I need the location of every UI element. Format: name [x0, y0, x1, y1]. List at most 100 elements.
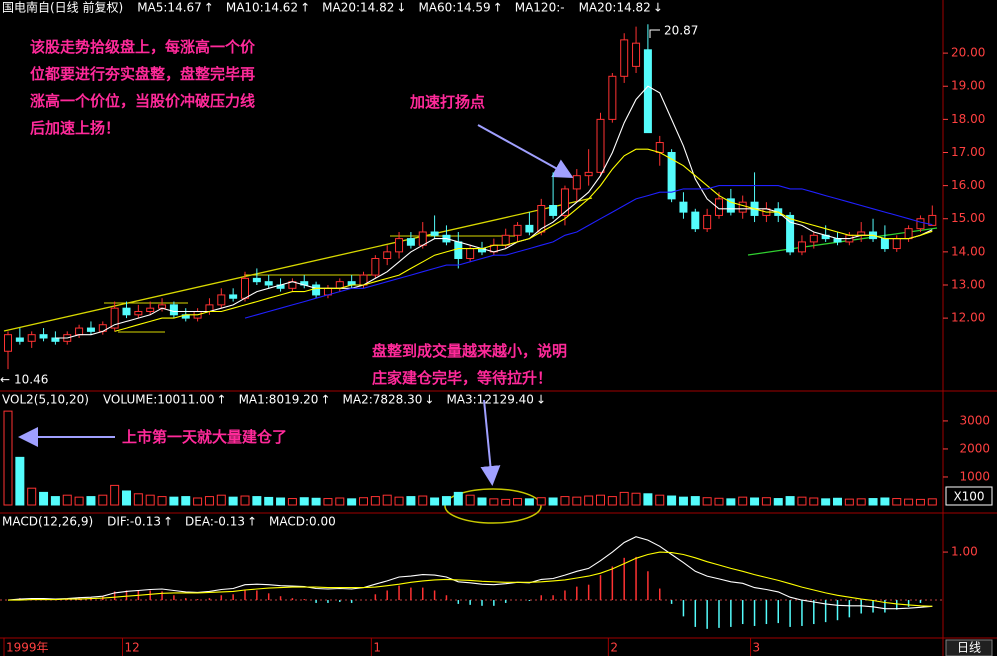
candle-body: [786, 214, 795, 253]
volume-bar: [584, 495, 594, 506]
candle-body: [584, 171, 593, 177]
period-label[interactable]: 日线: [957, 641, 981, 655]
candle-body: [620, 39, 629, 77]
candle-body: [134, 310, 143, 316]
volume-bar: [86, 496, 96, 506]
volume-bar: [465, 494, 475, 506]
y-tick-label: 16.00: [951, 178, 985, 192]
candle-body: [525, 224, 534, 233]
volume-bar: [785, 496, 795, 506]
volume-bar: [453, 491, 463, 506]
volume-bar: [501, 498, 511, 506]
volume-bar: [394, 496, 404, 506]
candle-body: [501, 234, 510, 246]
volume-bar: [797, 496, 807, 506]
y-tick-label: 20.00: [951, 46, 985, 60]
volume-bar: [477, 497, 487, 506]
candle-body: [738, 201, 747, 213]
candle-body: [4, 334, 12, 352]
y-tick-label: 2000: [959, 441, 990, 455]
x-tick-label: 1: [373, 641, 381, 655]
volume-bar: [548, 497, 558, 506]
legend-item: MA20:14.82: [579, 1, 651, 15]
candle-body: [703, 214, 712, 230]
volume-bar: [880, 497, 890, 506]
annotation: 上市第一天就大量建仓了: [122, 428, 287, 446]
candle-body: [122, 307, 131, 316]
candle-body: [880, 238, 889, 250]
period-button[interactable]: [945, 639, 993, 656]
volume-bar: [193, 497, 203, 506]
volume-bar: [39, 491, 49, 506]
legend-item: MACD:0.00: [269, 515, 336, 529]
arrow: [477, 124, 574, 178]
legend-item: MACD(12,26,9): [2, 515, 93, 529]
candle-body: [229, 294, 238, 299]
candle-body: [406, 238, 415, 246]
y-tick-label: 13.00: [951, 277, 985, 291]
volume-bar: [619, 491, 629, 506]
y-tick-label: 18.00: [951, 112, 985, 126]
volume-bar: [110, 484, 120, 506]
annotation: 盘整到成交量越来越小，说明: [372, 342, 567, 360]
candle-body: [395, 238, 404, 253]
volume-bar: [382, 494, 392, 506]
volume-bar: [27, 487, 37, 506]
legend-item: MA60:14.59: [418, 1, 490, 15]
legend-item: MA120:-: [515, 1, 565, 15]
legend-item: MA20:14.82: [322, 1, 394, 15]
candle-body: [513, 224, 522, 236]
y-tick-label: 19.00: [951, 79, 985, 93]
pressure-line: [3, 197, 593, 332]
x-tick-label: 1999年: [6, 641, 49, 655]
candle-body: [146, 307, 155, 312]
unit-box: [945, 486, 993, 506]
volume-bar: [844, 498, 854, 506]
legend-arrow: ↑: [300, 1, 310, 15]
volume-bar: [335, 497, 345, 506]
volume-bar: [596, 494, 605, 506]
candle-body: [632, 42, 641, 67]
legend-item: DEA:-0.13: [185, 515, 245, 529]
candle-body: [241, 277, 249, 299]
volume-bar: [74, 496, 84, 506]
candle-body: [892, 238, 901, 250]
low-arrow: ←: [0, 373, 10, 387]
legend-arrow: ↑: [163, 515, 173, 529]
x-tick-label: 2: [610, 641, 618, 655]
annotation: 加速打扬点: [409, 93, 485, 111]
volume-bar: [607, 496, 617, 506]
volume-bar: [145, 494, 155, 506]
legend-item: 国电南自(日线 前复权): [2, 0, 123, 15]
volume-bar: [240, 495, 250, 506]
candle-body: [726, 198, 735, 213]
volume-bar: [714, 497, 724, 506]
dea-line: [8, 551, 933, 607]
volume-bar: [524, 498, 534, 506]
y-tick-label: 15.00: [951, 211, 985, 225]
volume-bar: [323, 498, 333, 506]
y-tick-label: 3000: [959, 413, 990, 427]
x-tick-label: 12: [125, 641, 140, 655]
volume-bar: [678, 496, 688, 506]
x-tick-label: 3: [753, 641, 761, 655]
volume-bar: [631, 492, 641, 506]
candle-body: [916, 218, 925, 230]
volume-bar: [904, 498, 914, 506]
volume-highlight: [444, 488, 542, 524]
candle-body: [667, 151, 676, 200]
candle-body: [655, 142, 664, 153]
candle-body: [110, 307, 119, 329]
annotation: 涨高一个价位，当股价冲破压力线: [30, 92, 255, 110]
y-tick-label: 17.00: [951, 145, 985, 159]
volume-bar: [773, 498, 783, 506]
volume-bar: [892, 498, 902, 506]
volume-bar: [856, 498, 866, 506]
volume-bar: [204, 496, 214, 506]
volume-bar: [157, 496, 167, 506]
candle-body: [715, 198, 723, 216]
volume-bar: [216, 494, 226, 506]
candle-body: [549, 204, 558, 216]
